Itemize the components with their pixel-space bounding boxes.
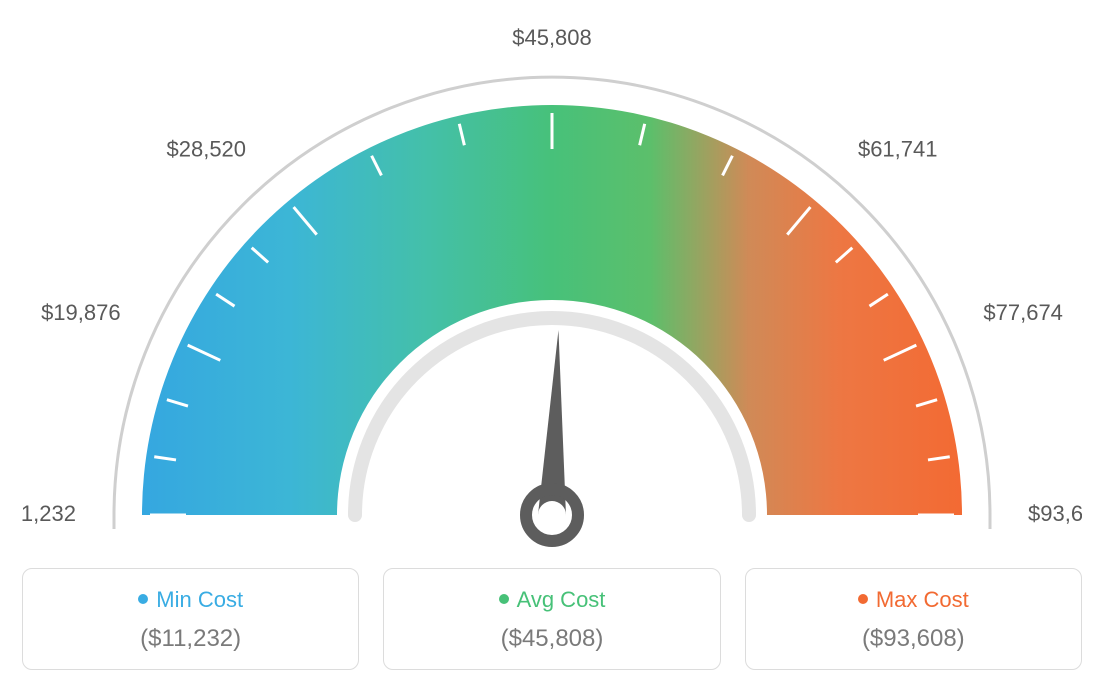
legend-card-min: Min Cost ($11,232): [22, 568, 359, 670]
legend-title: Min Cost: [33, 587, 348, 613]
legend-label: Avg Cost: [517, 587, 606, 612]
gauge-tick-label: $11,232: [22, 501, 76, 526]
legend-label: Min Cost: [156, 587, 243, 612]
legend-dot-icon: [858, 594, 868, 604]
gauge-needle-hub-inner: [538, 501, 566, 529]
legend-title: Max Cost: [756, 587, 1071, 613]
legend-card-max: Max Cost ($93,608): [745, 568, 1082, 670]
legend-dot-icon: [138, 594, 148, 604]
legend-card-avg: Avg Cost ($45,808): [383, 568, 720, 670]
gauge-tick-label: $61,741: [858, 136, 938, 161]
gauge-tick-label: $45,808: [512, 25, 592, 50]
legend-title: Avg Cost: [394, 587, 709, 613]
legend-value: ($45,808): [394, 625, 709, 653]
gauge-svg: $11,232 $19,876 $28,520 $45,808 $61,741 $77,6…: [22, 20, 1082, 560]
cost-gauge: $11,232 $19,876 $28,520 $45,808 $61,741 $77,6…: [22, 20, 1082, 560]
legend-value: ($11,232): [33, 625, 348, 653]
gauge-tick-label: $19,876: [41, 300, 121, 325]
gauge-tick-label: $93,608: [1028, 501, 1082, 526]
gauge-tick-label: $28,520: [167, 136, 247, 161]
legend-label: Max Cost: [876, 587, 969, 612]
legend-row: Min Cost ($11,232) Avg Cost ($45,808) Max Co…: [22, 568, 1082, 670]
legend-value: ($93,608): [756, 625, 1071, 653]
gauge-tick-label: $77,674: [983, 300, 1063, 325]
legend-dot-icon: [499, 594, 509, 604]
